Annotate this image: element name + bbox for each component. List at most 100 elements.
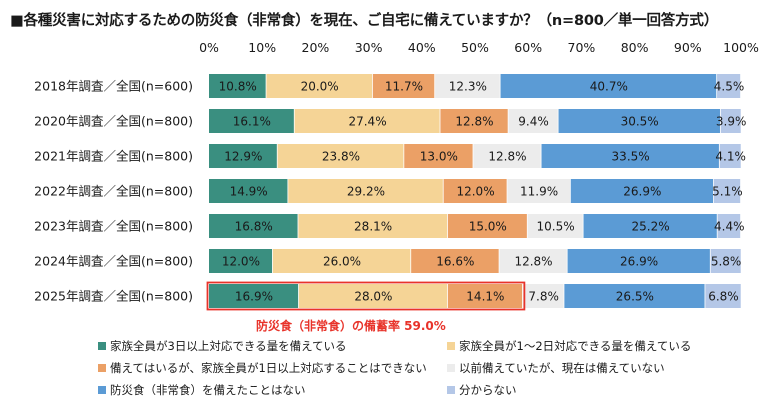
data-label: 5.8% [711, 255, 742, 269]
data-label: 4.1% [715, 150, 746, 164]
data-label: 27.4% [348, 115, 386, 129]
data-label: 7.8% [528, 290, 559, 304]
x-tick-label: 20% [302, 40, 330, 55]
data-label: 16.1% [233, 115, 271, 129]
x-tick-label: 10% [248, 40, 276, 55]
bar-segment [567, 249, 710, 273]
bar-segment [209, 109, 294, 133]
x-tick-label: 40% [408, 40, 436, 55]
x-tick-label: 0% [199, 40, 219, 55]
bar-segment [298, 284, 448, 308]
bar-segment [499, 249, 567, 273]
bar-segment [372, 74, 435, 98]
bar-segment [507, 179, 570, 203]
bar-segment [508, 109, 558, 133]
bar-segment [570, 179, 714, 203]
bar-segment [209, 214, 298, 238]
bar-segment [209, 74, 266, 98]
data-label: 16.6% [436, 255, 474, 269]
bar-segment [443, 179, 507, 203]
chart-title: ■各種災害に対応するための防災食（非常食）を現在、ご自宅に備えていますか？（n=… [10, 13, 719, 29]
x-tick-label: 50% [461, 40, 489, 55]
highlight-box [206, 281, 526, 311]
x-tick-label: 60% [514, 40, 542, 55]
bar-segment [447, 214, 527, 238]
bar-segment [209, 249, 273, 273]
data-label: 16.9% [235, 290, 273, 304]
data-label: 25.2% [631, 220, 669, 234]
highlight-note: 防災食（非常食）の備蓄率 59.0% [256, 319, 446, 333]
data-label: 6.8% [708, 290, 739, 304]
data-label: 4.4% [714, 220, 745, 234]
bar-segment [522, 284, 564, 308]
bar-segment [705, 284, 741, 308]
data-label: 26.5% [616, 290, 654, 304]
data-label: 12.8% [455, 115, 493, 129]
data-label: 12.8% [488, 150, 526, 164]
data-label: 12.8% [514, 255, 552, 269]
bar-segment [288, 179, 443, 203]
x-tick-label: 80% [621, 40, 649, 55]
bar-segment [564, 284, 705, 308]
bar-segment [583, 214, 717, 238]
data-label: 29.2% [347, 185, 385, 199]
data-label: 4.5% [714, 80, 745, 94]
data-label: 13.0% [420, 150, 458, 164]
bar-segment [294, 109, 440, 133]
data-label: 10.5% [537, 220, 575, 234]
bar-segment [435, 74, 500, 98]
data-label: 10.8% [219, 80, 257, 94]
data-label: 28.0% [354, 290, 392, 304]
data-label: 15.0% [469, 220, 507, 234]
data-label: 30.5% [621, 115, 659, 129]
data-label: 12.0% [222, 255, 260, 269]
bar-segment [404, 144, 473, 168]
bar-segment [209, 144, 277, 168]
x-tick-label: 100% [723, 40, 759, 55]
x-tick-label: 30% [355, 40, 383, 55]
data-label: 26.9% [623, 185, 661, 199]
bar-segment [710, 249, 741, 273]
bar-segment [717, 74, 741, 98]
data-label: 16.8% [235, 220, 273, 234]
data-label: 20.0% [301, 80, 339, 94]
data-label: 9.4% [518, 115, 549, 129]
data-label: 11.9% [520, 185, 558, 199]
data-label: 12.3% [449, 80, 487, 94]
data-label: 12.0% [456, 185, 494, 199]
bar-segment [527, 214, 583, 238]
bar-segment [558, 109, 720, 133]
category-label: 2024年調査／全国(n=800) [34, 254, 193, 269]
data-label: 11.7% [385, 80, 423, 94]
data-label: 5.1% [712, 185, 743, 199]
category-label: 2023年調査／全国(n=800) [34, 219, 193, 234]
data-label: 14.1% [466, 290, 504, 304]
data-label: 26.0% [323, 255, 361, 269]
data-label: 23.8% [322, 150, 360, 164]
bar-segment [447, 284, 523, 308]
bar-segment [209, 284, 299, 308]
bar-segment [411, 249, 499, 273]
bar-segment [473, 144, 541, 168]
category-label: 2020年調査／全国(n=800) [34, 114, 193, 129]
bar-segment [713, 179, 741, 203]
bar-segment [541, 144, 719, 168]
x-tick-label: 90% [674, 40, 702, 55]
bar-segment [719, 144, 741, 168]
bar-segment [717, 214, 741, 238]
data-label: 40.7% [590, 80, 628, 94]
data-label: 3.9% [716, 115, 747, 129]
data-label: 26.9% [620, 255, 658, 269]
data-label: 33.5% [612, 150, 650, 164]
category-label: 2018年調査／全国(n=600) [34, 79, 193, 94]
bar-segment [266, 74, 373, 98]
x-tick-label: 70% [568, 40, 596, 55]
bar-segment [298, 214, 448, 238]
bar-segment [272, 249, 411, 273]
bar-segment [277, 144, 404, 168]
data-label: 12.9% [224, 150, 262, 164]
data-label: 14.9% [230, 185, 268, 199]
category-label: 2021年調査／全国(n=800) [34, 149, 193, 164]
bar-segment [440, 109, 508, 133]
